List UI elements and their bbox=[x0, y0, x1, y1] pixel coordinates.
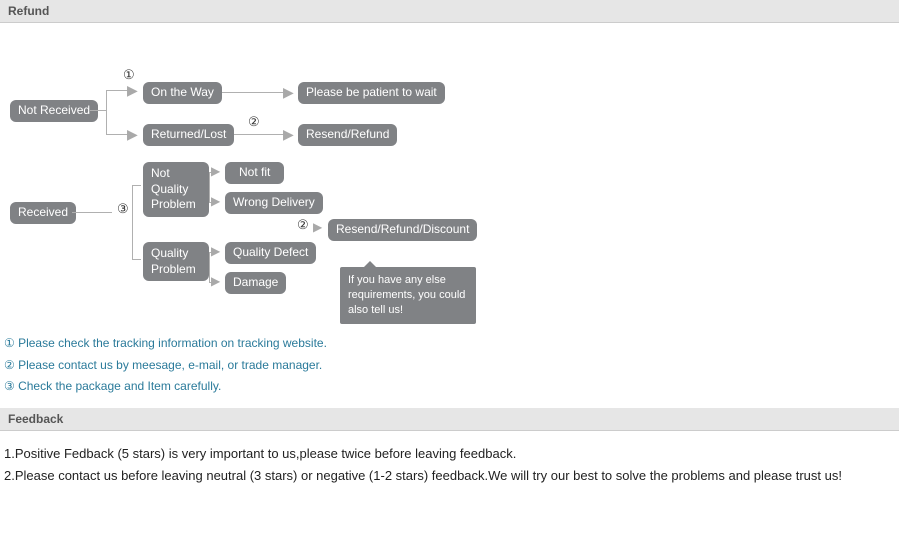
note-1: ① Please check the tracking information … bbox=[4, 333, 895, 355]
node-damage: Damage bbox=[225, 272, 286, 294]
marker-2a: ② bbox=[248, 114, 260, 130]
arrow-icon: ▶ bbox=[127, 83, 138, 97]
arrow-icon: ▶ bbox=[211, 195, 220, 207]
arrow-icon: ▶ bbox=[211, 165, 220, 177]
node-not-fit: Not fit bbox=[225, 162, 284, 184]
arrow-icon: ▶ bbox=[211, 275, 220, 287]
note-2: ② Please contact us by meesage, e-mail, … bbox=[4, 355, 895, 377]
node-not-quality-problem: NotQualityProblem bbox=[143, 162, 209, 217]
marker-2b: ② bbox=[297, 217, 309, 233]
node-quality-problem: QualityProblem bbox=[143, 242, 209, 281]
node-wrong-delivery: Wrong Delivery bbox=[225, 192, 323, 214]
marker-3: ③ bbox=[117, 201, 129, 217]
arrow-icon: ▶ bbox=[283, 85, 294, 99]
feedback-line-1: 1.Positive Fedback (5 stars) is very imp… bbox=[4, 443, 895, 465]
arrow-icon: ▶ bbox=[313, 221, 322, 233]
node-on-the-way: On the Way bbox=[143, 82, 222, 104]
node-resend-refund-discount: Resend/Refund/Discount bbox=[328, 219, 477, 241]
node-not-received: Not Received bbox=[10, 100, 98, 122]
arrow-icon: ▶ bbox=[211, 245, 220, 257]
node-please-wait: Please be patient to wait bbox=[298, 82, 445, 104]
marker-1: ① bbox=[123, 67, 135, 83]
refund-flowchart: Not Received On the Way Returned/Lost Pl… bbox=[0, 27, 899, 327]
feedback-line-2: 2.Please contact us before leaving neutr… bbox=[4, 465, 895, 487]
feedback-section-header: Feedback bbox=[0, 408, 899, 431]
node-returned-lost: Returned/Lost bbox=[143, 124, 234, 146]
refund-notes: ① Please check the tracking information … bbox=[0, 327, 899, 408]
arrow-icon: ▶ bbox=[127, 127, 138, 141]
arrow-icon: ▶ bbox=[283, 127, 294, 141]
node-resend-refund: Resend/Refund bbox=[298, 124, 397, 146]
refund-section-header: Refund bbox=[0, 0, 899, 23]
feedback-body: 1.Positive Fedback (5 stars) is very imp… bbox=[0, 431, 899, 499]
note-3: ③ Check the package and Item carefully. bbox=[4, 376, 895, 398]
node-quality-defect: Quality Defect bbox=[225, 242, 316, 264]
callout-requirements: If you have any else requirements, you c… bbox=[340, 267, 476, 324]
node-received: Received bbox=[10, 202, 76, 224]
